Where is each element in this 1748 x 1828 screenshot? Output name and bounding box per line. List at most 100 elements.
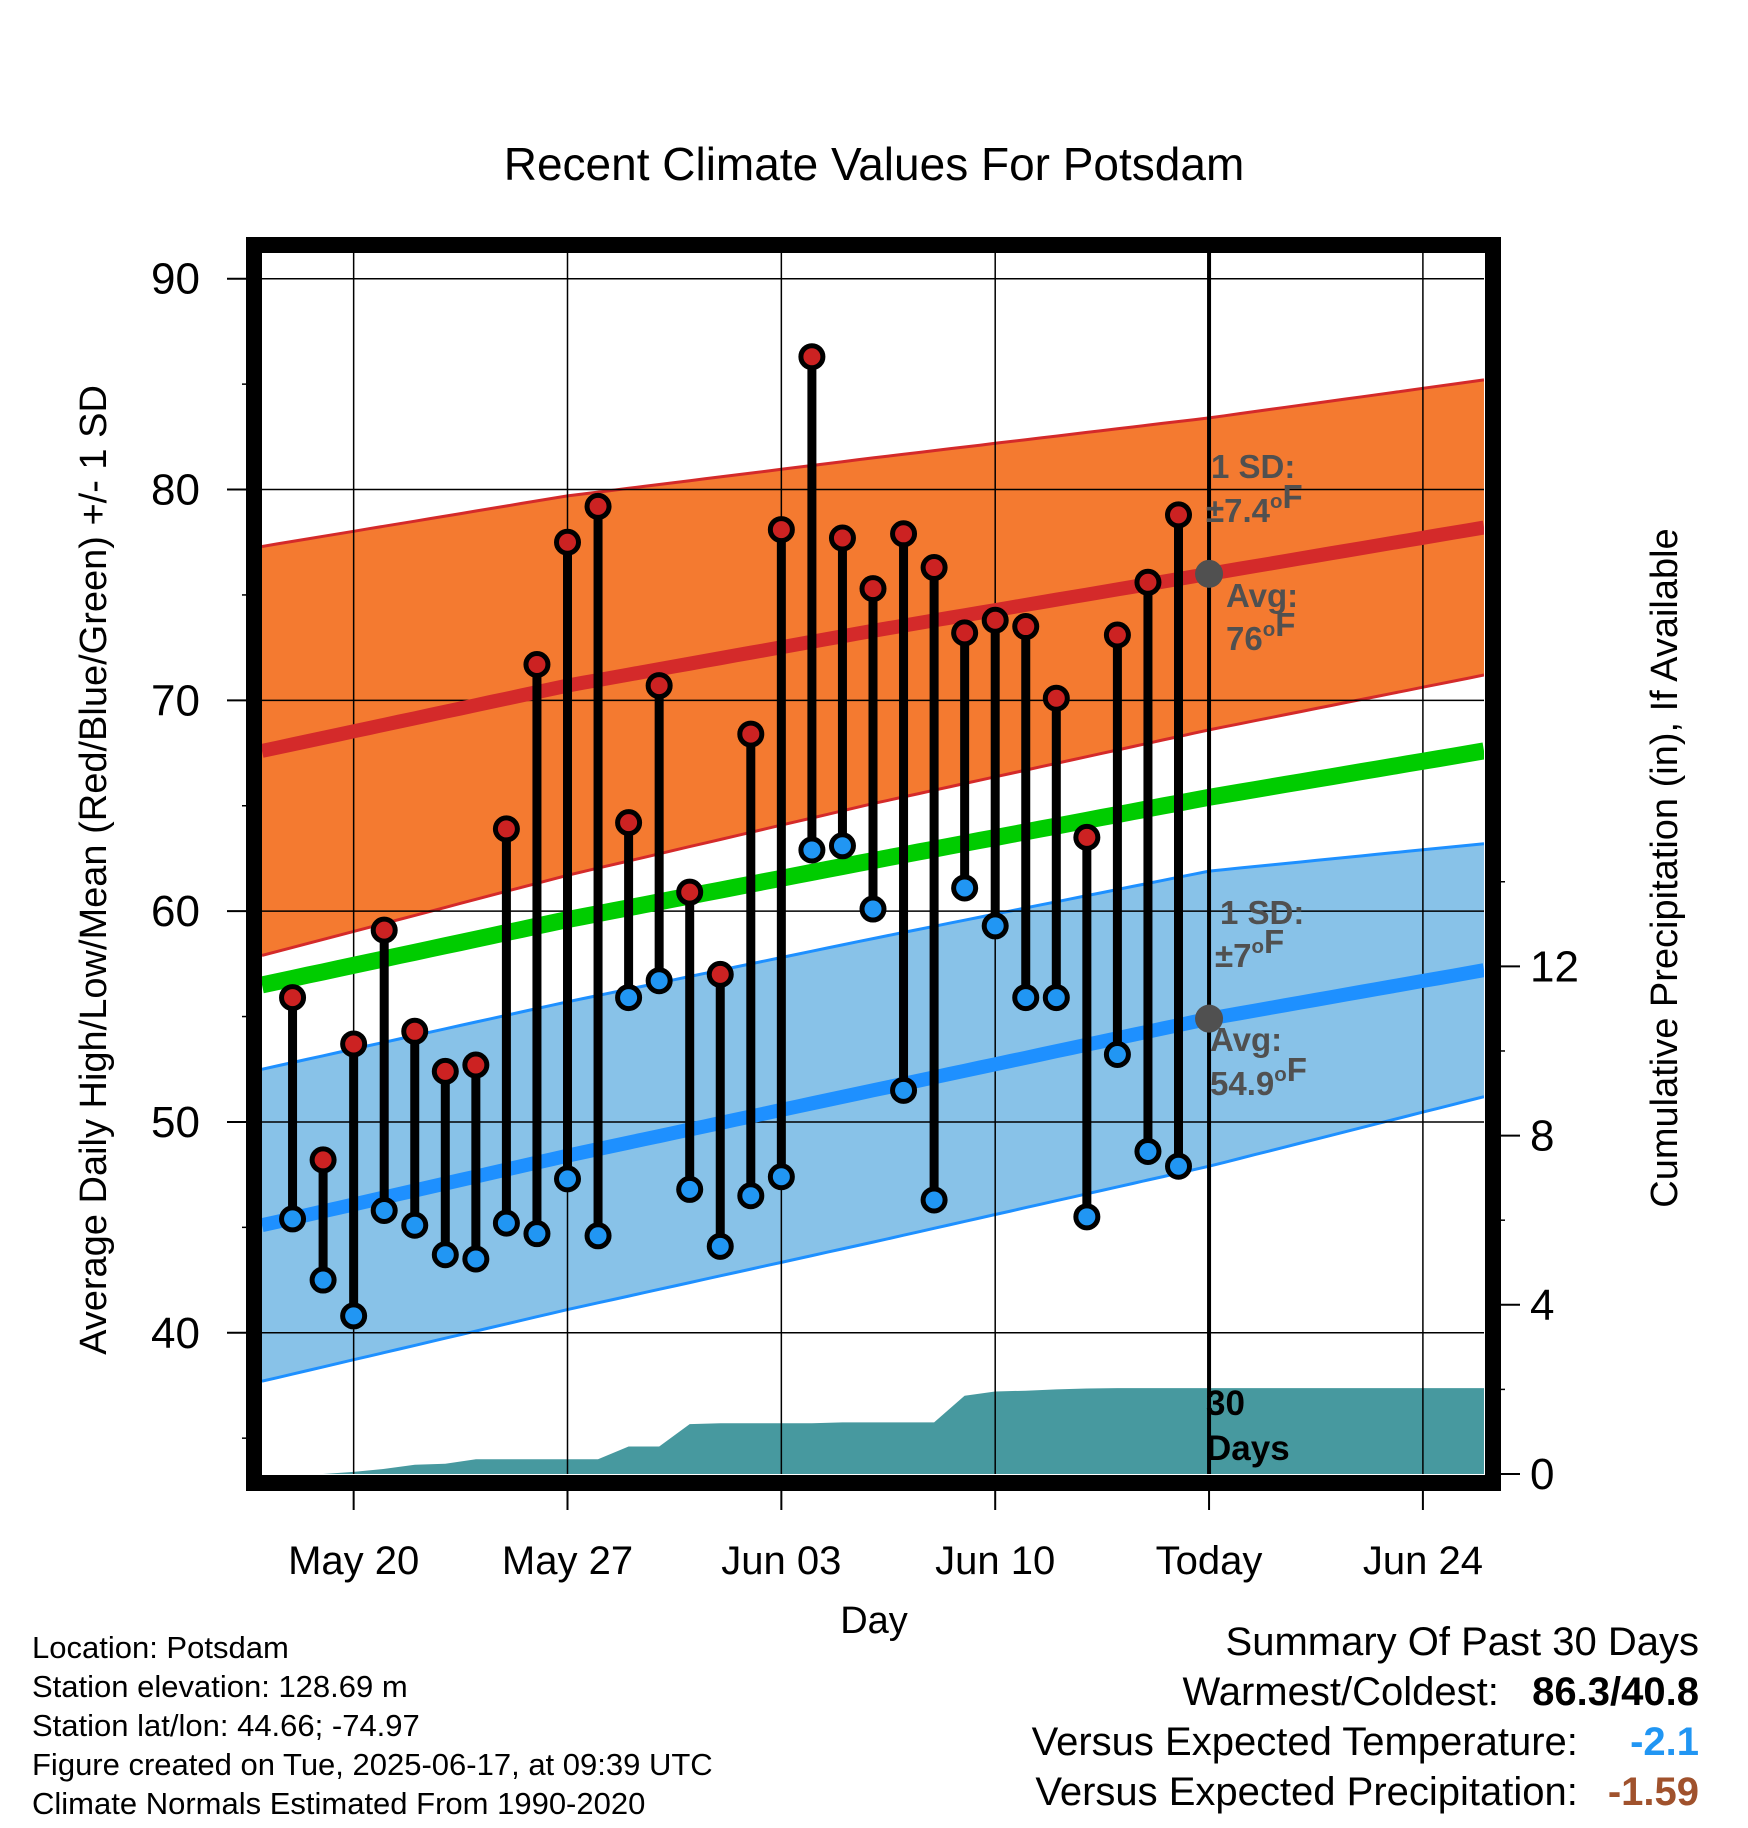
- daily-low-point: [828, 832, 856, 860]
- latlon-text: Station lat/lon: 44.66; -74.97: [32, 1708, 420, 1743]
- high-avg-label: Avg:: [1226, 577, 1298, 614]
- daily-high-point: [737, 720, 765, 748]
- daily-high-point: [462, 1051, 490, 1079]
- daily-low-point: [645, 967, 673, 995]
- daily-low-point: [615, 984, 643, 1012]
- daily-high-point: [279, 984, 307, 1012]
- daily-low-point: [279, 1205, 307, 1233]
- high-avg-value: 76oF: [1226, 606, 1295, 657]
- daily-low-point: [523, 1220, 551, 1248]
- station-info: Location: Potsdam Station elevation: 128…: [32, 1628, 713, 1823]
- daily-low-point: [737, 1182, 765, 1210]
- daily-high-point: [309, 1146, 337, 1174]
- x-axis-label: Day: [840, 1600, 908, 1642]
- days-unit-label: Days: [1206, 1429, 1290, 1468]
- daily-high-point: [920, 554, 948, 582]
- daily-high-point: [431, 1057, 459, 1085]
- elevation-text: Station elevation: 128.69 m: [32, 1669, 408, 1704]
- daily-low-point: [920, 1186, 948, 1214]
- y-axis-label: Average Daily High/Low/Mean (Red/Blue/Gr…: [73, 385, 115, 1355]
- daily-low-point: [340, 1302, 368, 1330]
- daily-low-point: [798, 836, 826, 864]
- daily-low-point: [492, 1209, 520, 1237]
- daily-high-point: [798, 343, 826, 371]
- y2-tick-label: 12: [1530, 942, 1579, 991]
- daily-low-point: [859, 895, 887, 923]
- daily-low-point: [706, 1232, 734, 1260]
- daily-high-point: [1042, 684, 1070, 712]
- location-text: Location: Potsdam: [32, 1630, 289, 1665]
- y2-axis-label: Cumulative Precipitation (in), If Availa…: [1644, 528, 1686, 1207]
- daily-high-point: [981, 606, 1009, 634]
- low-sd-upper-edge: [262, 842, 1484, 1071]
- precip-area: [323, 1388, 1484, 1474]
- daily-low-point: [981, 912, 1009, 940]
- x-tick-label: Jun 10: [935, 1539, 1055, 1583]
- y2-tick-label: 0: [1530, 1450, 1554, 1499]
- daily-high-point: [706, 960, 734, 988]
- y-tick-label: 90: [151, 255, 200, 304]
- daily-high-point: [1134, 568, 1162, 596]
- high-sd-upper-edge: [262, 378, 1484, 548]
- daily-low-point: [676, 1175, 704, 1203]
- low-avg-value: 54.9oF: [1210, 1051, 1307, 1102]
- daily-high-point: [645, 672, 673, 700]
- daily-low-point: [462, 1245, 490, 1273]
- daily-low-point: [554, 1165, 581, 1193]
- y-tick-label: 50: [151, 1098, 200, 1147]
- daily-low-point: [431, 1241, 459, 1269]
- daily-high-point: [1103, 621, 1131, 649]
- daily-high-point: [1012, 613, 1040, 641]
- y-tick-label: 80: [151, 466, 200, 515]
- daily-high-point: [828, 524, 856, 552]
- daily-low-point: [584, 1222, 612, 1250]
- x-tick-label: Today: [1156, 1539, 1263, 1583]
- low-avg-label: Avg:: [1210, 1021, 1282, 1058]
- daily-low-point: [1134, 1137, 1162, 1165]
- daily-low-point: [401, 1211, 429, 1239]
- y-tick-label: 60: [151, 887, 200, 936]
- precip-label: Versus Expected Precipitation:: [1035, 1770, 1578, 1814]
- x-tick-label: Jun 24: [1363, 1539, 1483, 1583]
- coldest-value: 40.8: [1621, 1670, 1699, 1714]
- daily-low-point: [1103, 1040, 1131, 1068]
- precip-row: Versus Expected Precipitation: -1.59: [1032, 1767, 1699, 1817]
- daily-high-point: [676, 878, 704, 906]
- daily-high-point: [584, 492, 612, 520]
- temp-value: -2.1: [1630, 1720, 1699, 1764]
- y-tick-label: 70: [151, 676, 200, 725]
- temp-label: Versus Expected Temperature:: [1031, 1720, 1578, 1764]
- precip-value: -1.59: [1607, 1770, 1699, 1814]
- created-text: Figure created on Tue, 2025-06-17, at 09…: [32, 1747, 713, 1782]
- low-sd-label: 1 SD:: [1220, 894, 1304, 931]
- daily-high-point: [340, 1030, 368, 1058]
- daily-low-point: [951, 874, 979, 902]
- daily-high-point: [370, 916, 398, 944]
- daily-high-point: [767, 516, 795, 544]
- days-count-label: 30: [1206, 1384, 1245, 1423]
- high-sd-label: 1 SD:: [1211, 448, 1295, 485]
- chart-title: Recent Climate Values For Potsdam: [504, 138, 1245, 190]
- warm-cold-label: Warmest/Coldest:: [1182, 1670, 1499, 1714]
- plot-frame: [246, 237, 1501, 1491]
- daily-high-point: [890, 520, 918, 548]
- y2-tick-label: 8: [1530, 1112, 1554, 1161]
- high-sd-value: ±7.4oF: [1206, 478, 1303, 529]
- daily-high-point: [1165, 501, 1192, 529]
- normal-low-line: [262, 963, 1484, 1233]
- daily-low-point: [890, 1076, 918, 1104]
- daily-low-point: [1165, 1152, 1192, 1180]
- today-low-avg-marker: [1195, 1004, 1224, 1033]
- daily-low-point: [1012, 984, 1040, 1012]
- x-tick-label: May 20: [288, 1539, 419, 1583]
- summary-panel: Summary Of Past 30 Days Warmest/Coldest:…: [1032, 1617, 1699, 1817]
- daily-high-point: [523, 651, 551, 679]
- plot-clip-group: [262, 245, 1484, 1474]
- warm-cold-row: Warmest/Coldest: 86.3/40.8: [1182, 1670, 1699, 1714]
- daily-high-point: [492, 815, 520, 843]
- daily-low-point: [767, 1163, 795, 1191]
- x-tick-label: May 27: [502, 1539, 633, 1583]
- x-tick-label: Jun 03: [721, 1539, 841, 1583]
